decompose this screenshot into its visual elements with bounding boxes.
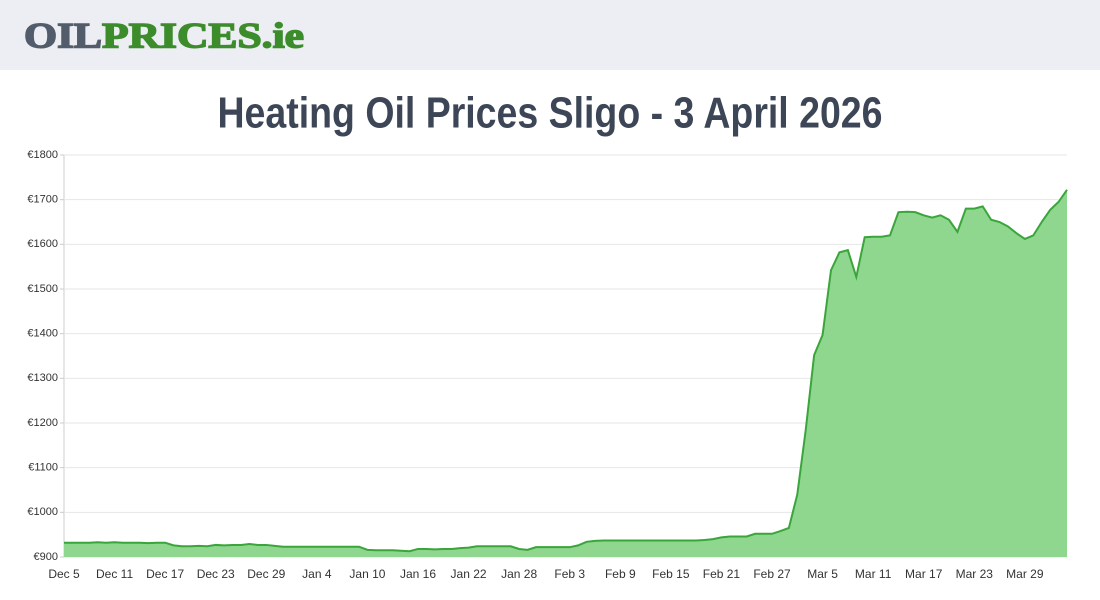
x-tick-label: Feb 15 — [652, 567, 690, 581]
y-tick-label: €1800 — [27, 149, 58, 161]
logo-right[interactable]: PRICES.ie — [101, 15, 305, 57]
x-tick-label: Jan 28 — [501, 567, 537, 581]
line — [64, 189, 1068, 553]
x-tick-label: Dec 11 — [96, 567, 133, 581]
y-tick-label: €1700 — [27, 194, 58, 206]
header-bar — [0, 0, 1100, 70]
y-tick-label: €1300 — [27, 372, 58, 384]
logo-left[interactable]: OIL — [23, 15, 103, 57]
chart-title: Heating Oil Prices Sligo - 3 April 2026 — [218, 89, 883, 138]
x-tick-label: Mar 11 — [855, 567, 892, 581]
x-tick-label: Feb 3 — [554, 567, 585, 581]
x-tick-label: Dec 23 — [197, 567, 235, 581]
y-tick-label: €1000 — [27, 506, 58, 518]
x-tick-label: Jan 10 — [349, 567, 385, 581]
x-tick-label: Feb 9 — [605, 567, 636, 581]
y-tick-label: €1400 — [27, 328, 58, 340]
x-tick-label: Dec 17 — [146, 567, 184, 581]
y-tick-label: €1200 — [27, 417, 58, 429]
x-tick-label: Dec 5 — [48, 567, 80, 581]
x-tick-label: Feb 27 — [753, 567, 791, 581]
x-tick-label: Mar 17 — [905, 567, 943, 581]
y-tick-label: €1500 — [27, 283, 58, 295]
y-tick-label: €1100 — [28, 462, 58, 474]
x-tick-label: Mar 5 — [807, 567, 838, 581]
x-tick-label: Dec 29 — [247, 567, 285, 581]
area — [64, 189, 1067, 557]
x-tick-label: Jan 22 — [451, 567, 487, 581]
x-tick-label: Jan 16 — [400, 567, 436, 581]
x-tick-label: Mar 23 — [956, 567, 994, 581]
x-tick-label: Feb 21 — [703, 567, 741, 581]
x-tick-label: Jan 4 — [302, 567, 332, 581]
x-tick-label: Mar 29 — [1006, 567, 1044, 581]
y-tick-label: €900 — [34, 551, 58, 563]
y-tick-label: €1600 — [27, 238, 58, 250]
